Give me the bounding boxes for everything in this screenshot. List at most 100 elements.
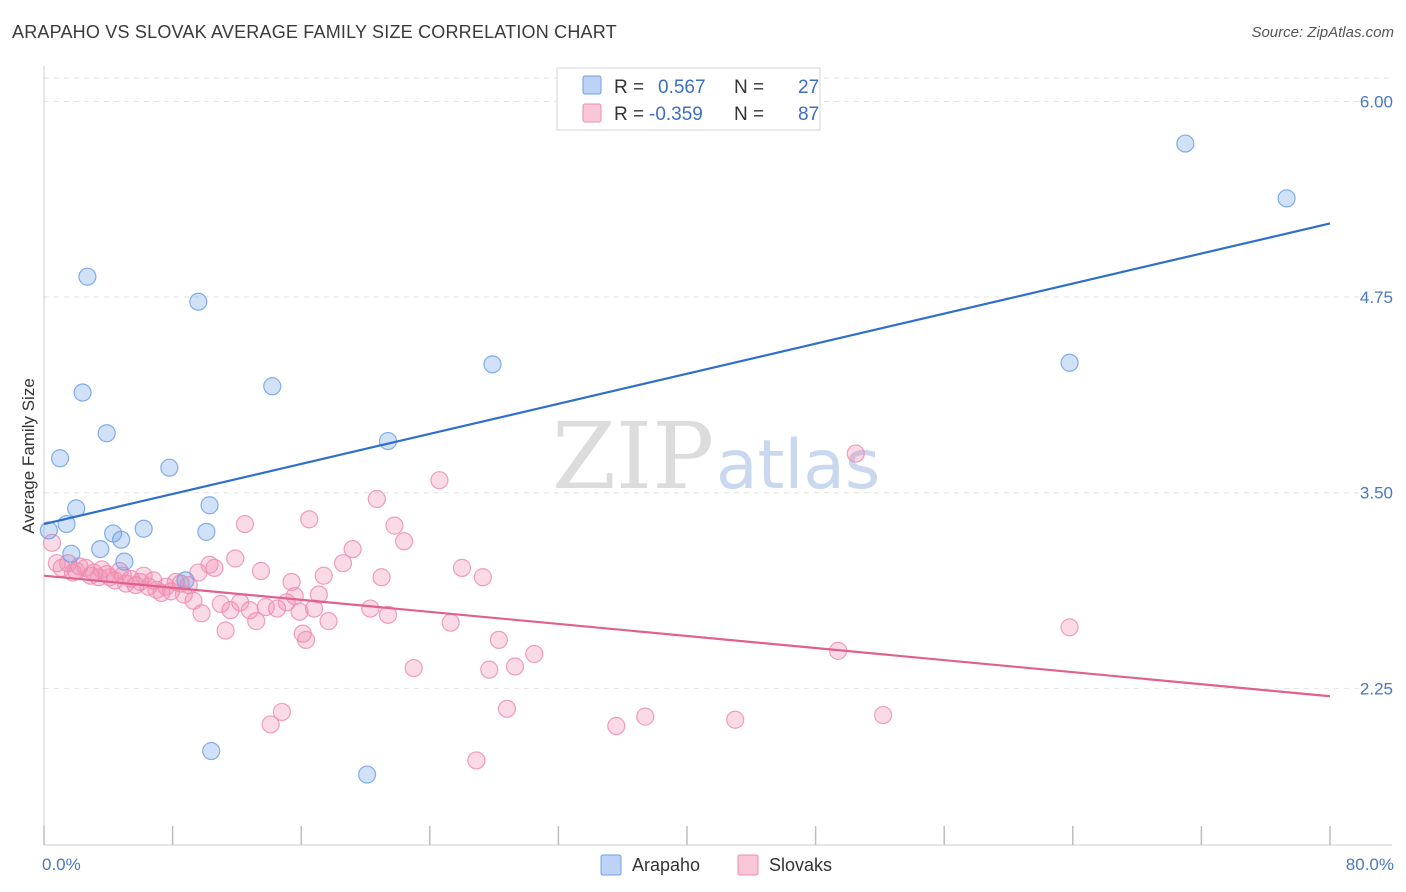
point-slovaks <box>333 554 353 573</box>
point-arapaho <box>202 741 221 761</box>
point-arapaho <box>39 521 58 540</box>
point-slovaks <box>726 710 745 729</box>
point-arapaho <box>91 539 110 559</box>
point-slovaks <box>296 630 316 649</box>
point-arapaho <box>189 292 208 311</box>
legend-n-value-arapaho: 27 <box>798 77 819 98</box>
point-arapaho <box>112 530 131 549</box>
point-slovaks <box>272 702 292 722</box>
point-arapaho <box>160 458 179 477</box>
watermark: ZIP atlas <box>552 403 880 510</box>
x-tick-label: 0.0% <box>42 855 81 874</box>
point-slovaks <box>285 586 304 606</box>
point-slovaks <box>309 585 328 604</box>
point-arapaho <box>1277 189 1296 208</box>
point-arapaho <box>62 544 81 563</box>
point-slovaks <box>404 658 423 678</box>
y-tick-label: 3.50 <box>1360 484 1393 503</box>
point-slovaks <box>343 539 362 559</box>
point-arapaho <box>358 765 377 784</box>
point-slovaks <box>394 532 414 551</box>
point-slovaks <box>216 621 235 640</box>
point-slovaks <box>378 605 398 624</box>
point-slovaks <box>489 630 509 649</box>
bottom-legend-arapaho: Arapaho <box>632 855 700 875</box>
legend-r-label-arapaho: R = <box>614 77 644 98</box>
point-slovaks <box>1060 618 1079 637</box>
watermark-zip: ZIP <box>552 403 714 510</box>
legend-n-label-arapaho: N = <box>734 77 764 98</box>
legend-swatch-arapaho <box>582 75 602 95</box>
legend-r-value-arapaho: 0.567 <box>658 77 706 98</box>
point-slovaks <box>211 594 230 613</box>
source-label: Source: ZipAtlas.com <box>1251 24 1394 41</box>
point-slovaks <box>300 510 319 529</box>
chart-title: ARAPAHO VS SLOVAK AVERAGE FAMILY SIZE CO… <box>12 22 617 42</box>
point-slovaks <box>367 489 386 509</box>
point-slovaks <box>607 716 626 736</box>
watermark-atlas: atlas <box>716 426 880 505</box>
y-axis-label: Average Family Size <box>19 378 38 534</box>
point-slovaks <box>282 572 301 592</box>
point-slovaks <box>372 568 391 587</box>
point-arapaho <box>134 519 153 538</box>
point-arapaho <box>483 355 502 374</box>
point-slovaks <box>441 613 460 632</box>
point-arapaho <box>78 267 97 286</box>
point-slovaks <box>251 561 271 581</box>
y-tick-label: 2.25 <box>1360 679 1393 698</box>
point-slovaks <box>290 602 309 621</box>
point-arapaho <box>115 552 134 571</box>
point-arapaho <box>197 522 216 541</box>
point-arapaho <box>200 496 219 515</box>
bottom-legend-slovaks: Slovaks <box>769 855 832 875</box>
trend-line-slovaks <box>43 574 1331 698</box>
legend-swatch-slovaks <box>582 103 602 123</box>
x-tick-labels: 0.0% 80.0% <box>42 855 1394 874</box>
point-arapaho <box>378 431 398 451</box>
point-arapaho <box>50 449 70 468</box>
point-arapaho <box>1060 353 1079 372</box>
point-slovaks <box>256 597 275 617</box>
point-arapaho <box>97 424 116 443</box>
point-slovaks <box>430 471 449 490</box>
point-arapaho <box>176 571 195 590</box>
point-slovaks <box>505 657 525 676</box>
point-slovaks <box>846 444 865 463</box>
point-arapaho <box>1176 134 1195 153</box>
y-tick-label: 6.00 <box>1360 92 1393 111</box>
point-slovaks <box>267 599 287 618</box>
point-slovaks <box>497 699 517 718</box>
point-slovaks <box>192 604 211 623</box>
legend-r-label-slovaks: R = <box>614 104 644 125</box>
point-slovaks <box>247 612 266 631</box>
point-slovaks <box>874 705 893 725</box>
x-tick-label: 80.0% <box>1346 855 1394 874</box>
data-points <box>39 134 1296 784</box>
point-slovaks <box>473 568 492 587</box>
legend: R = 0.567 N = 27 R = -0.359 N = 87 <box>556 67 821 131</box>
point-slovaks <box>452 558 472 577</box>
point-slovaks <box>314 566 333 585</box>
point-arapaho <box>73 383 92 402</box>
bottom-legend: Arapaho Slovaks <box>600 854 832 876</box>
axes <box>43 66 1392 846</box>
point-slovaks <box>261 715 280 734</box>
point-slovaks <box>385 516 404 535</box>
trend-lines <box>43 222 1331 698</box>
trend-line-arapaho <box>43 222 1331 526</box>
point-slovaks <box>525 644 544 664</box>
point-slovaks <box>467 751 486 770</box>
y-tick-labels: 2.25 3.50 4.75 6.00 <box>1360 92 1393 698</box>
point-slovaks <box>636 707 655 726</box>
legend-n-label-slovaks: N = <box>734 104 764 125</box>
point-slovaks <box>200 555 219 574</box>
point-slovaks <box>235 514 255 534</box>
point-slovaks <box>319 612 338 631</box>
point-slovaks <box>226 549 245 568</box>
bottom-legend-swatch-arapaho <box>600 854 622 876</box>
point-slovaks <box>480 660 499 679</box>
point-arapaho <box>263 377 282 396</box>
point-slovaks <box>205 558 224 577</box>
